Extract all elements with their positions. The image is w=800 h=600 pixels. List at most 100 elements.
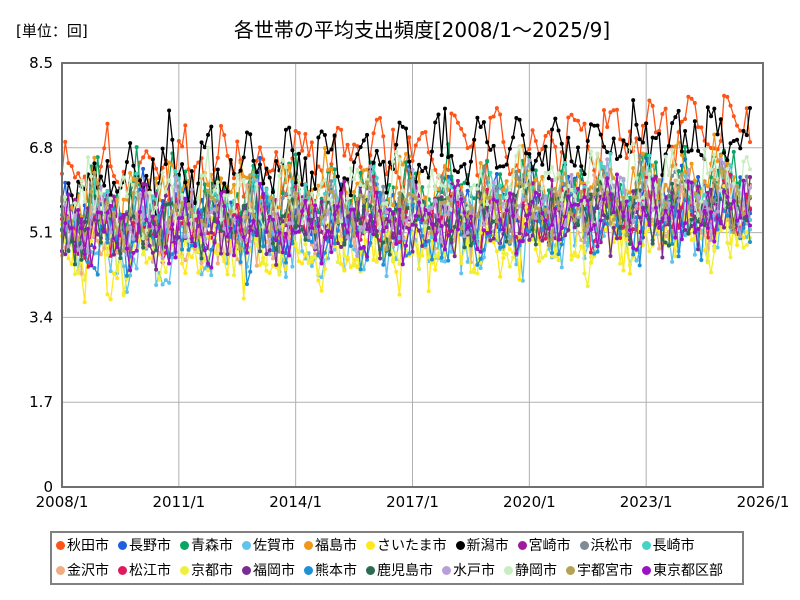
legend-item[interactable]: 鹿児島市	[366, 564, 433, 578]
legend-item[interactable]: 宮崎市	[517, 539, 571, 553]
legend-item[interactable]: 宇都宮市	[566, 564, 633, 578]
series-point	[429, 205, 434, 210]
series-point	[235, 202, 240, 207]
legend-item[interactable]: 秋田市	[56, 539, 109, 553]
series-point	[173, 175, 178, 180]
legend-item[interactable]: 松江市	[118, 564, 171, 578]
series-point	[108, 297, 113, 302]
series-point	[686, 167, 691, 172]
series-point	[121, 293, 126, 298]
series-point	[316, 135, 321, 140]
x-axis-tick-label: 2026/1	[737, 493, 790, 511]
series-point	[118, 216, 123, 221]
legend-item[interactable]: 青森市	[180, 539, 233, 553]
series-point	[381, 159, 386, 164]
series-point	[679, 152, 684, 157]
series-point	[134, 176, 139, 181]
series-point	[342, 153, 347, 158]
series-point	[79, 226, 84, 231]
series-point	[589, 227, 593, 232]
series-point	[387, 237, 392, 242]
legend-item[interactable]: 福島市	[304, 539, 357, 553]
series-point	[582, 195, 587, 200]
legend-item[interactable]: 水戸市	[442, 564, 495, 578]
series-point	[394, 269, 399, 274]
series-point	[589, 122, 593, 127]
series-point	[160, 282, 165, 287]
series-point	[267, 169, 272, 174]
legend-item[interactable]: 新潟市	[455, 539, 509, 553]
series-point	[102, 183, 107, 188]
series-point	[748, 185, 753, 190]
series-point	[63, 180, 68, 185]
series-point	[540, 255, 545, 260]
series-point	[407, 135, 412, 140]
series-point	[436, 112, 441, 117]
series-point	[605, 157, 610, 162]
series-point	[744, 243, 749, 248]
series-point	[147, 224, 152, 229]
series-point	[686, 94, 691, 99]
series-point	[715, 185, 720, 190]
series-point	[128, 178, 133, 183]
series-point	[270, 168, 275, 173]
series-point	[290, 148, 295, 153]
series-point	[222, 189, 227, 194]
series-point	[579, 164, 584, 169]
series-point	[358, 170, 363, 175]
series-point	[89, 174, 94, 179]
series-point	[72, 249, 77, 254]
series-point	[728, 172, 733, 177]
legend-label: 金沢市	[67, 562, 109, 579]
series-point	[180, 162, 185, 167]
legend-item[interactable]: 京都市	[180, 564, 233, 578]
series-point	[439, 153, 444, 158]
series-point	[355, 196, 360, 201]
series-point	[355, 167, 360, 172]
series-point	[108, 230, 113, 235]
series-point	[429, 168, 434, 173]
series-point	[293, 152, 298, 157]
series-point	[329, 198, 334, 203]
series-point	[485, 202, 490, 207]
series-point	[702, 208, 707, 213]
series-point	[111, 207, 116, 212]
series-point	[439, 224, 444, 229]
series-point	[361, 267, 366, 272]
series-point	[631, 166, 636, 171]
legend-label: 宇都宮市	[577, 562, 633, 579]
series-point	[601, 213, 606, 218]
series-point	[546, 130, 551, 135]
series-point	[595, 249, 600, 254]
series-point	[446, 233, 451, 238]
legend-item[interactable]: さいたま市	[366, 539, 447, 553]
series-point	[63, 195, 68, 200]
series-point	[449, 174, 454, 179]
series-point	[589, 149, 593, 154]
legend-item[interactable]: 福岡市	[242, 564, 295, 578]
series-point	[293, 129, 298, 134]
legend-item[interactable]: 長崎市	[641, 539, 695, 553]
series-point	[478, 125, 483, 130]
series-point	[472, 196, 477, 201]
series-point	[290, 221, 295, 226]
series-point	[309, 225, 314, 230]
legend-swatch-icon	[642, 566, 651, 575]
legend-item[interactable]: 熊本市	[304, 564, 357, 578]
series-point	[306, 234, 311, 239]
series-point	[189, 208, 194, 213]
series-point	[358, 228, 363, 233]
legend-item[interactable]: 静岡市	[504, 564, 557, 578]
series-point	[696, 227, 701, 231]
series-point	[699, 199, 704, 204]
series-point	[731, 181, 736, 186]
series-point	[712, 177, 717, 182]
legend-item[interactable]: 佐賀市	[242, 539, 295, 553]
legend-item[interactable]: 金沢市	[56, 564, 109, 578]
series-point	[624, 156, 629, 160]
legend-item[interactable]: 東京都区部	[642, 564, 723, 578]
legend-item[interactable]: 長野市	[118, 539, 171, 553]
series-point	[582, 121, 587, 126]
legend-item[interactable]: 浜松市	[579, 539, 633, 553]
series-point	[504, 208, 509, 213]
